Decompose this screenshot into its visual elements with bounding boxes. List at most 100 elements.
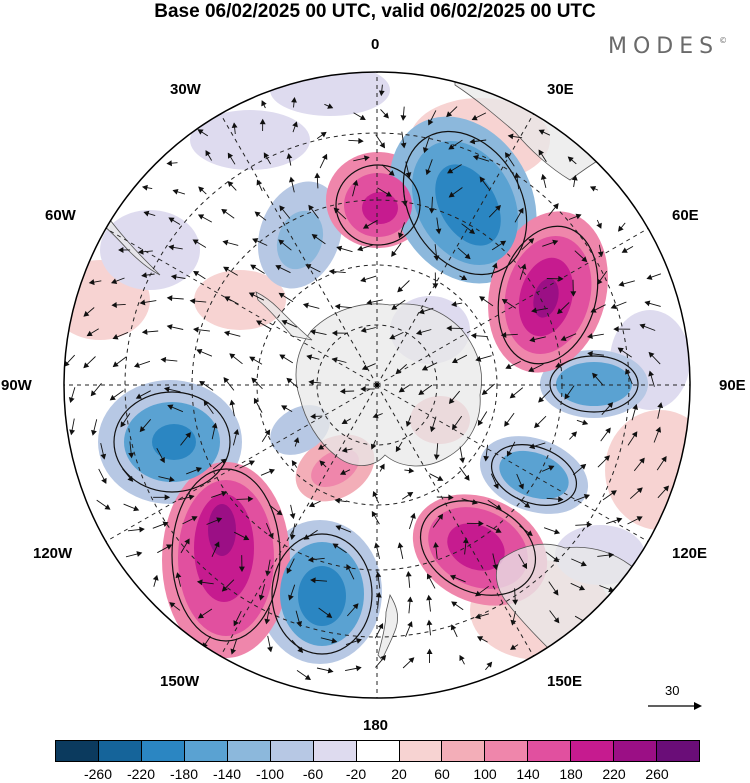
- wind-arrow-head: [501, 298, 508, 305]
- wind-arrow-head: [248, 292, 255, 298]
- wind-arrow-head: [302, 302, 309, 309]
- wind-arrow-head: [580, 463, 587, 470]
- wind-arrow-head: [571, 431, 578, 438]
- wind-arrow-head: [331, 637, 338, 644]
- wind-arrow-head: [596, 222, 602, 229]
- wind-arrow-head: [518, 207, 524, 214]
- wind-arrow-head: [185, 432, 191, 439]
- wind-arrow-head: [253, 397, 260, 404]
- wind-arrow-head: [567, 156, 574, 163]
- wind-arrow-head: [223, 266, 230, 273]
- wind-arrow-head: [380, 654, 387, 661]
- wind-arrow-head: [263, 152, 270, 159]
- wind-arrow-head: [607, 402, 614, 409]
- colorbar-tick-label: 60: [434, 766, 450, 782]
- wind-arrow-head: [472, 154, 479, 161]
- pole-marker: [375, 383, 379, 387]
- wind-arrow-head: [553, 617, 560, 624]
- wind-arrow-head: [426, 619, 433, 626]
- wind-arrow-head: [166, 544, 173, 550]
- wind-arrow-head: [141, 272, 147, 278]
- wind-arrow-head: [512, 599, 519, 606]
- wind-arrow-head: [360, 386, 366, 392]
- wind-arrow-head: [332, 543, 339, 549]
- contour-line: [271, 533, 373, 655]
- wind-arrow-head: [279, 205, 285, 212]
- wind-arrow-head: [358, 137, 364, 144]
- wind-arrow-head: [221, 208, 228, 215]
- colorbar: [55, 740, 700, 762]
- wind-arrow-head: [451, 357, 458, 364]
- wind-arrow-head: [286, 567, 292, 574]
- wind-arrow-head: [433, 454, 440, 461]
- colorbar-segment: [571, 741, 615, 761]
- wind-arrow-head: [163, 386, 170, 393]
- wind-arrow-head: [437, 475, 444, 481]
- wind-arrow-head: [221, 490, 228, 497]
- wind-arrow-head: [326, 612, 333, 618]
- wind-arrow-head: [223, 377, 230, 384]
- anomaly-cell: [533, 278, 559, 318]
- wind-arrow-head: [168, 217, 175, 223]
- wind-arrow-head: [554, 528, 561, 535]
- wind-arrow-head: [538, 396, 545, 403]
- wind-arrow-head: [428, 208, 435, 214]
- wind-arrow-head: [510, 644, 517, 650]
- polar-map[interactable]: [0, 0, 750, 735]
- contour-line: [549, 355, 639, 413]
- wind-arrow-head: [459, 457, 466, 464]
- wind-arrow-head: [552, 589, 559, 596]
- wind-arrow-head: [459, 654, 465, 661]
- wind-arrow-head: [447, 168, 454, 174]
- wind-arrow-head: [464, 474, 470, 481]
- wind-arrow-head: [520, 263, 527, 270]
- wind-arrow-head: [203, 400, 210, 407]
- wind-arrow-head: [292, 121, 298, 128]
- wind-arrow-head: [400, 142, 407, 149]
- wind-arrow-head: [583, 493, 590, 500]
- wind-arrow-head: [507, 133, 514, 140]
- wind-arrow-head: [310, 577, 316, 584]
- wind-arrow-head: [193, 326, 199, 333]
- wind-arrow-head: [278, 292, 285, 299]
- wind-arrow-head: [100, 453, 107, 460]
- colorbar-segment: [528, 741, 572, 761]
- wind-arrow-head: [469, 138, 476, 145]
- anomaly-cell: [362, 192, 398, 224]
- wind-arrow-head: [248, 460, 255, 466]
- wind-arrow-head: [310, 413, 316, 420]
- colorbar-tick-label: 220: [602, 766, 626, 782]
- wind-arrow-head: [426, 594, 433, 601]
- lon-label-0: 0: [371, 36, 380, 53]
- colorbar-tick-label: 100: [473, 766, 497, 782]
- wind-arrow-head: [375, 591, 382, 598]
- wind-arrow-head: [172, 189, 179, 195]
- wind-arrow-head: [639, 457, 645, 464]
- wind-arrow-head: [279, 354, 286, 360]
- lon-label-30e: 30E: [547, 81, 574, 98]
- wind-arrow-head: [112, 361, 119, 368]
- wind-arrow-head: [437, 513, 444, 520]
- colorbar-segment: [141, 741, 185, 761]
- wind-arrow-head: [564, 393, 570, 400]
- wind-arrow-head: [435, 228, 442, 235]
- wind-arrow-head: [357, 245, 364, 252]
- wind-arrow-head: [304, 674, 311, 681]
- wind-arrow-head: [483, 455, 490, 462]
- wind-arrow-head: [450, 624, 457, 631]
- wind-arrow-head: [575, 213, 582, 220]
- wind-arrow-head: [478, 520, 484, 527]
- wind-arrow-head: [141, 329, 148, 335]
- wind-arrow-head: [141, 184, 148, 191]
- wind-arrow-head: [495, 527, 502, 533]
- wind-arrow-head: [557, 308, 563, 315]
- wind-arrow-head: [321, 153, 328, 160]
- wind-arrow-head: [195, 467, 202, 473]
- wind-arrow-head: [397, 286, 404, 293]
- wind-arrow-head: [230, 648, 237, 655]
- wind-arrow-head: [528, 366, 535, 372]
- wind-arrow-head: [308, 501, 316, 508]
- wind-arrow-head: [529, 443, 536, 450]
- wind-arrow-head: [505, 363, 512, 369]
- wind-arrow-head: [135, 393, 142, 399]
